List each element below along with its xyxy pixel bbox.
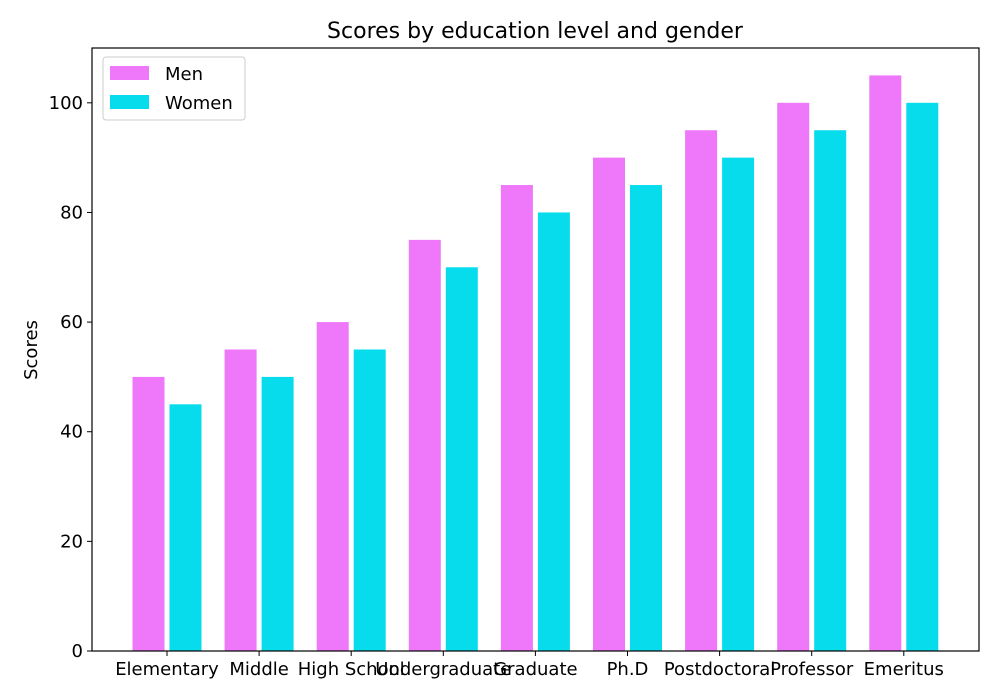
bar-women-1 [261, 376, 294, 651]
bars-group [132, 75, 939, 652]
legend-label-men: Men [165, 64, 203, 85]
bar-men-6 [685, 130, 718, 651]
bar-men-8 [869, 75, 902, 652]
bar-women-7 [814, 130, 847, 651]
x-tick-label: High School [298, 659, 405, 680]
y-tick-label: 60 [60, 312, 83, 333]
bar-men-1 [224, 349, 257, 651]
y-tick-label: 40 [60, 422, 83, 443]
x-tick-label: Undergraduate [375, 659, 511, 680]
bar-women-0 [169, 404, 202, 651]
bar-men-3 [408, 239, 441, 651]
chart-title: Scores by education level and gender [327, 19, 744, 44]
legend: Men Women [102, 56, 246, 121]
bar-men-4 [500, 185, 533, 651]
bar-men-5 [593, 157, 625, 652]
legend-label-women: Women [165, 93, 233, 114]
bar-women-6 [722, 157, 755, 652]
bar-women-8 [906, 102, 939, 652]
plot-frame [91, 47, 980, 652]
x-tick-label: Graduate [493, 659, 577, 680]
bar-women-2 [353, 349, 386, 651]
legend-swatch-men [110, 66, 149, 80]
y-tick-label: 80 [60, 202, 83, 223]
x-tick-label: Elementary [115, 659, 219, 680]
bar-men-0 [132, 376, 165, 651]
x-tick-label: Middle [229, 659, 288, 680]
x-axis-ticks: Elementary Middle High SchoolUndergraduate… [115, 651, 944, 680]
x-tick-label: Ph.D [607, 659, 649, 680]
bar-women-4 [537, 212, 570, 652]
bar-men-2 [316, 322, 349, 651]
x-tick-label: Postdoctoral [664, 659, 776, 680]
y-tick-label: 0 [72, 641, 83, 662]
y-tick-label: 20 [60, 531, 83, 552]
legend-swatch-women [110, 95, 149, 109]
y-axis-ticks: 0 20 40 60 80 100 [49, 93, 92, 662]
y-tick-label: 100 [49, 93, 83, 114]
bar-women-5 [630, 185, 662, 651]
x-tick-label: Professor [770, 659, 854, 680]
bar-women-3 [445, 267, 478, 651]
x-tick-label: Emeritus [864, 659, 944, 680]
y-axis-label: Scores [21, 320, 42, 380]
bar-men-7 [777, 102, 810, 652]
